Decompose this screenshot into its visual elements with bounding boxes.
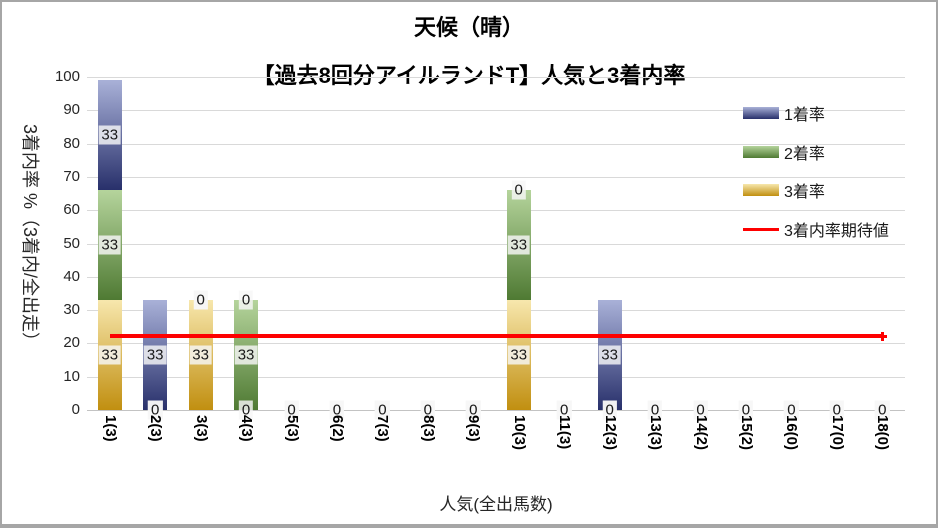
chart-title-row-2: 【過去8回分アイルランドT】人気と3着内率	[2, 58, 936, 90]
y-tick-label: 0	[71, 401, 80, 418]
data-label-1着率: 0	[738, 400, 754, 420]
y-tick-label: 10	[63, 367, 80, 385]
data-label-1着率: 0	[375, 400, 390, 420]
x-category-label: 10(3)	[510, 415, 528, 451]
x-category-label: 15(2)	[737, 415, 755, 451]
legend-line-swatch-icon	[743, 227, 779, 231]
x-category-label: 4(3)	[238, 415, 256, 442]
x-category-label: 12(3)	[601, 415, 619, 451]
legend-swatch-2-icon	[743, 145, 779, 158]
data-label-1着率: 0	[420, 400, 435, 420]
x-category-label: 2(3)	[147, 415, 165, 442]
legend-label-expected: 3着内率期待値	[784, 223, 889, 241]
x-category-label: 8(3)	[419, 415, 437, 442]
legend-item-expected-line: 3着内率期待値	[743, 210, 889, 249]
data-label-1着率: 0	[693, 400, 708, 420]
x-category-label: 18(0)	[874, 415, 892, 451]
legend: 1着率 2着率 3着率 3着内率期待値	[743, 94, 889, 248]
legend-label-3: 3着率	[784, 184, 825, 202]
legend-item-3: 3着率	[743, 171, 889, 210]
data-label-3着率: 33	[189, 345, 212, 365]
chart-title-line2: 【過去8回分アイルランドT】人気と3着内率	[244, 58, 694, 90]
x-category-label: 3(3)	[192, 415, 210, 442]
y-tick-label: 20	[63, 334, 80, 352]
data-label-1着率: 0	[556, 400, 572, 420]
data-label-2着率: 33	[234, 345, 258, 365]
chart-title-line1: 天候（晴）	[405, 10, 532, 42]
y-tick-label: 70	[63, 167, 80, 185]
y-tick-label: 50	[63, 234, 80, 252]
x-category-label: 13(3)	[647, 415, 665, 451]
legend-swatch-1-icon	[743, 107, 779, 120]
data-label-1着率: 0	[647, 400, 663, 420]
legend-swatch-3-icon	[743, 184, 779, 197]
gridline	[87, 376, 905, 378]
gridline	[87, 276, 905, 278]
data-label-1着率: 0	[284, 400, 299, 420]
x-category-label: 7(3)	[374, 415, 392, 442]
data-label-1着率: 33	[598, 345, 621, 365]
data-label-3着率: 0	[238, 400, 254, 420]
x-category-label: 6(2)	[328, 415, 346, 442]
y-tick-label: 100	[54, 68, 80, 85]
data-label-1着率: 0	[875, 400, 890, 420]
data-label-1着率: 0	[238, 290, 254, 310]
data-label-2着率: 33	[507, 235, 531, 255]
legend-item-1: 1着率	[743, 94, 889, 133]
data-label-3着率: 33	[98, 345, 122, 365]
legend-item-2: 2着率	[743, 133, 889, 172]
legend-label-2: 2着率	[784, 145, 825, 163]
data-label-1着率: 0	[329, 400, 345, 420]
data-label-2着率: 0	[147, 400, 163, 420]
data-label-2着率: 33	[98, 235, 122, 255]
line-end-marker-icon	[880, 331, 884, 341]
data-label-1着率: 0	[466, 400, 481, 420]
gridline	[87, 243, 905, 245]
y-axis-title: 3着内率 %（3着内/全出走）	[20, 124, 40, 351]
y-tick-label: 40	[63, 267, 80, 285]
data-label-1着率: 33	[98, 125, 122, 145]
x-category-label: 9(3)	[465, 415, 483, 442]
x-category-label: 5(3)	[283, 415, 301, 442]
data-label-1着率: 0	[829, 400, 844, 420]
y-tick-label: 80	[63, 134, 80, 152]
gridline	[87, 143, 905, 145]
gridline	[87, 77, 905, 78]
gridline	[87, 176, 905, 178]
x-category-label: 11(3)	[556, 415, 574, 450]
x-axis-line	[87, 410, 905, 411]
gridline	[87, 310, 905, 312]
data-label-1着率: 0	[193, 290, 208, 310]
x-category-label: 17(0)	[828, 415, 846, 451]
chart-title-row-1: 天候（晴）	[2, 10, 936, 42]
data-label-1着率: 33	[143, 345, 167, 365]
gridline	[87, 343, 905, 345]
gridline	[87, 210, 905, 212]
expected-line	[109, 334, 883, 339]
data-label-3着率: 33	[507, 345, 531, 365]
x-axis-title: 人気(全出馬数)	[439, 495, 553, 514]
x-category-label: 14(2)	[692, 415, 710, 451]
data-label-1着率: 0	[784, 400, 799, 420]
data-label-1着率: 0	[511, 180, 526, 200]
y-tick-label: 90	[63, 101, 80, 119]
y-tick-label: 30	[63, 301, 80, 319]
legend-label-1: 1着率	[784, 107, 825, 125]
gridline	[87, 110, 905, 112]
y-tick-label: 60	[63, 201, 80, 219]
data-label-2着率: 0	[602, 400, 617, 420]
x-category-label: 16(0)	[783, 415, 801, 451]
x-category-label: 1(3)	[101, 415, 119, 442]
